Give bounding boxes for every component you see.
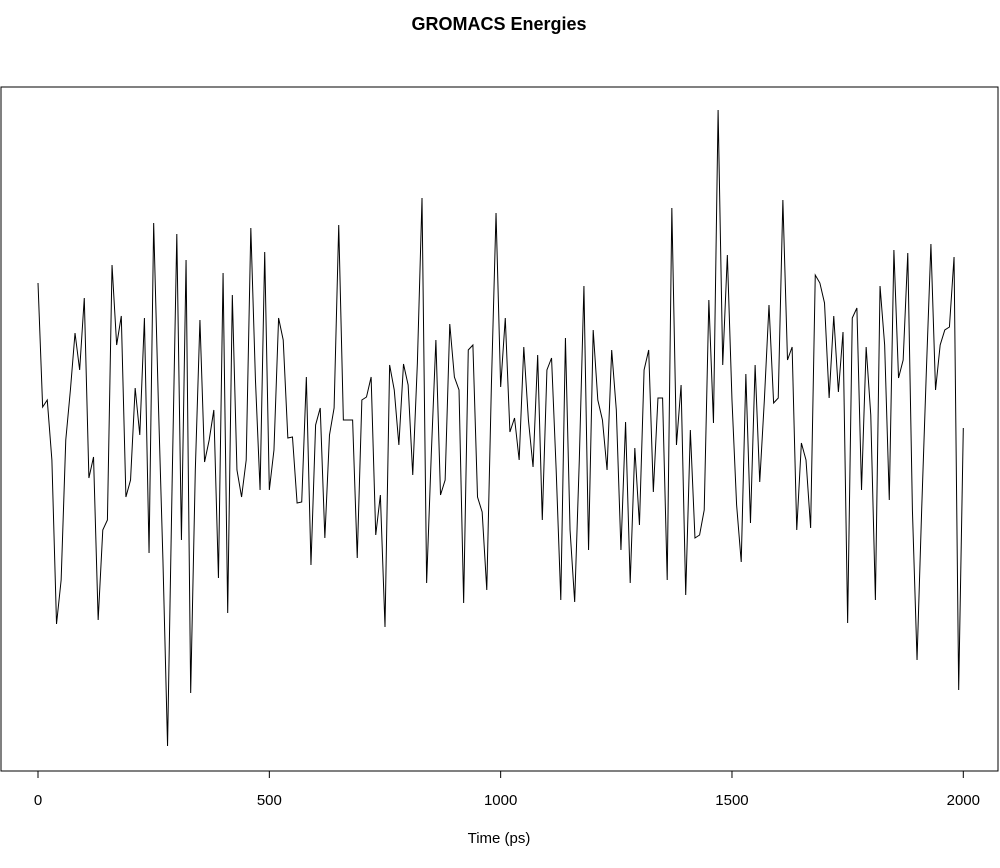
chart-title: GROMACS Energies [411, 14, 586, 34]
x-axis-label: Time (ps) [468, 830, 531, 847]
x-tick-label: 0 [34, 792, 42, 809]
x-tick-label: 1000 [484, 792, 517, 809]
data-line [37, 109, 964, 747]
x-tick-label: 2000 [947, 792, 980, 809]
x-tick-label: 500 [257, 792, 282, 809]
x-tick-label: 1500 [715, 792, 748, 809]
plot-frame [0, 86, 999, 772]
